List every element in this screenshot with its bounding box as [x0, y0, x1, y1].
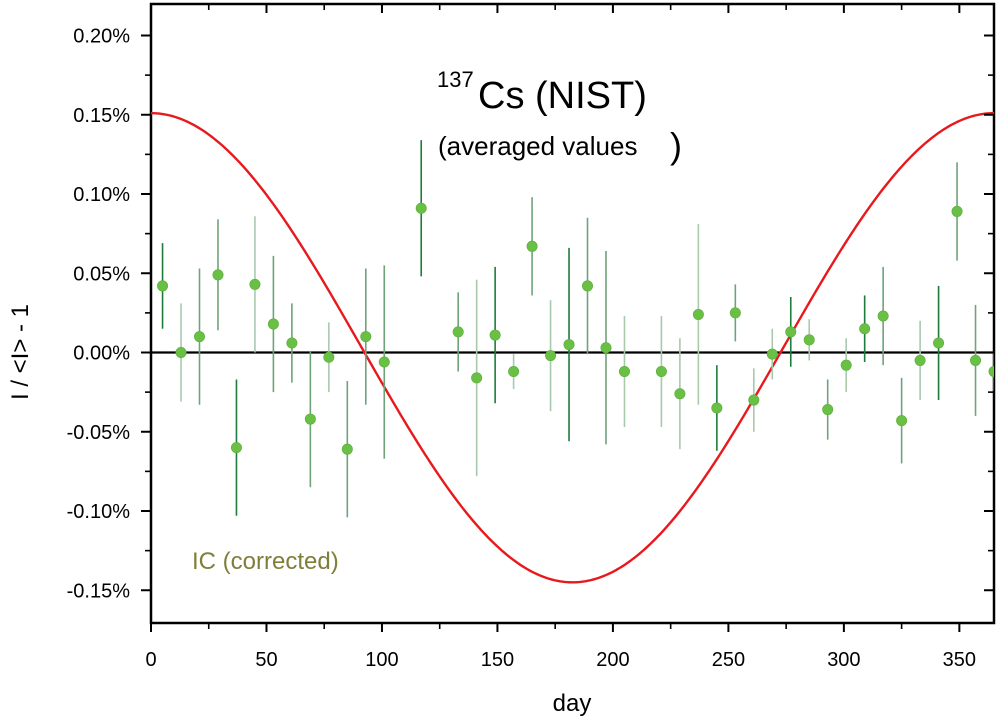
markers-group [157, 202, 994, 455]
data-point [489, 329, 501, 341]
x-tick-label: 200 [596, 649, 629, 671]
y-axis-title: I / <I> - 1 [7, 304, 34, 400]
data-point [692, 308, 704, 320]
data-point [341, 443, 353, 455]
data-point [729, 307, 741, 319]
data-point [157, 280, 169, 292]
data-point [212, 269, 224, 281]
data-point [840, 359, 852, 371]
data-point [323, 351, 335, 363]
data-point [600, 342, 612, 354]
data-point [711, 402, 723, 414]
data-point [194, 331, 206, 343]
data-point [988, 366, 994, 378]
data-point [175, 346, 187, 358]
y-tick-label: 0.15% [73, 105, 130, 127]
x-tick-label: 300 [827, 649, 860, 671]
x-tick-label: 150 [481, 649, 514, 671]
y-tick-label: 0.20% [73, 26, 130, 48]
y-tick-label: -0.05% [67, 422, 131, 444]
x-tick-label: 50 [255, 649, 277, 671]
series-annotation: IC (corrected) [192, 548, 339, 575]
chart-title-superscript: 137 [437, 67, 474, 92]
data-point [914, 354, 926, 366]
data-point [286, 337, 298, 349]
y-tick-label: -0.15% [67, 580, 131, 602]
data-point [267, 318, 279, 330]
data-point [896, 415, 908, 427]
chart-subtitle-close-paren: ) [670, 125, 682, 166]
y-axis-ticks: 0.20% 0.15% 0.10% 0.05% 0.00% -0.05% -0.10% -0.… [67, 26, 994, 602]
data-point [471, 372, 483, 384]
data-point [526, 240, 538, 252]
data-point [545, 350, 557, 362]
data-point [508, 366, 520, 378]
data-point [230, 442, 242, 454]
data-point [563, 339, 575, 351]
y-tick-label: 0.00% [73, 343, 130, 365]
data-point [822, 404, 834, 416]
data-point [748, 394, 760, 406]
chart-title: Cs (NIST) [478, 75, 647, 117]
data-point [785, 326, 797, 338]
data-point [970, 354, 982, 366]
y-tick-label: 0.05% [73, 263, 130, 285]
data-point [803, 334, 815, 346]
data-point [378, 356, 390, 368]
x-axis-title: day [553, 690, 592, 717]
y-tick-label: -0.10% [67, 501, 131, 523]
data-point [304, 413, 316, 425]
data-point [655, 366, 667, 378]
x-tick-label: 250 [712, 649, 745, 671]
x-tick-label: 350 [943, 649, 976, 671]
x-tick-label: 100 [365, 649, 398, 671]
data-point [766, 348, 778, 360]
x-tick-label: 0 [145, 649, 156, 671]
data-point [415, 202, 427, 214]
data-point [933, 337, 945, 349]
y-tick-label: 0.10% [73, 184, 130, 206]
data-point [452, 326, 464, 338]
data-point [360, 331, 372, 343]
x-axis-ticks: 0 50 100 150 200 250 300 350 [145, 4, 976, 671]
data-point [582, 280, 594, 292]
chart-subtitle: (averaged values [438, 131, 637, 161]
data-point [951, 205, 963, 217]
data-point [674, 388, 686, 400]
data-point [249, 278, 261, 290]
fit-curve [151, 111, 994, 584]
data-point [859, 323, 871, 335]
data-point [618, 366, 630, 378]
fit-curve-group [151, 111, 994, 584]
data-point [877, 310, 889, 322]
